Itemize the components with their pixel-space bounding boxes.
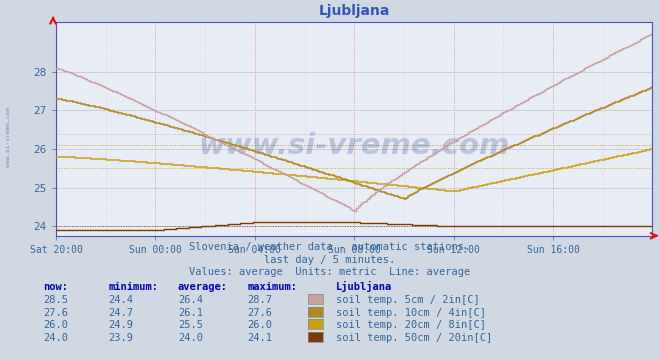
Text: 26.1: 26.1 — [178, 308, 203, 318]
Text: 25.5: 25.5 — [178, 320, 203, 330]
Text: 28.5: 28.5 — [43, 295, 68, 305]
Text: 24.0: 24.0 — [178, 333, 203, 343]
Text: Values: average  Units: metric  Line: average: Values: average Units: metric Line: aver… — [189, 267, 470, 278]
Text: soil temp. 20cm / 8in[C]: soil temp. 20cm / 8in[C] — [336, 320, 486, 330]
Text: 23.9: 23.9 — [109, 333, 134, 343]
Text: 26.0: 26.0 — [247, 320, 272, 330]
Text: average:: average: — [178, 282, 228, 292]
Text: soil temp. 5cm / 2in[C]: soil temp. 5cm / 2in[C] — [336, 295, 480, 305]
Text: last day / 5 minutes.: last day / 5 minutes. — [264, 255, 395, 265]
Title: Ljubljana: Ljubljana — [318, 4, 390, 18]
Text: 26.4: 26.4 — [178, 295, 203, 305]
Text: minimum:: minimum: — [109, 282, 159, 292]
Text: 24.7: 24.7 — [109, 308, 134, 318]
Text: Ljubljana: Ljubljana — [336, 281, 392, 292]
Text: 24.0: 24.0 — [43, 333, 68, 343]
Text: Slovenia / weather data - automatic stations.: Slovenia / weather data - automatic stat… — [189, 242, 470, 252]
Text: www.si-vreme.com: www.si-vreme.com — [198, 132, 510, 160]
Text: maximum:: maximum: — [247, 282, 297, 292]
Text: 28.7: 28.7 — [247, 295, 272, 305]
Text: 27.6: 27.6 — [43, 308, 68, 318]
Text: soil temp. 50cm / 20in[C]: soil temp. 50cm / 20in[C] — [336, 333, 492, 343]
Text: 24.4: 24.4 — [109, 295, 134, 305]
Text: 24.9: 24.9 — [109, 320, 134, 330]
Text: 24.1: 24.1 — [247, 333, 272, 343]
Text: www.si-vreme.com: www.si-vreme.com — [6, 107, 11, 167]
Text: now:: now: — [43, 282, 68, 292]
Text: soil temp. 10cm / 4in[C]: soil temp. 10cm / 4in[C] — [336, 308, 486, 318]
Text: 27.6: 27.6 — [247, 308, 272, 318]
Text: 26.0: 26.0 — [43, 320, 68, 330]
